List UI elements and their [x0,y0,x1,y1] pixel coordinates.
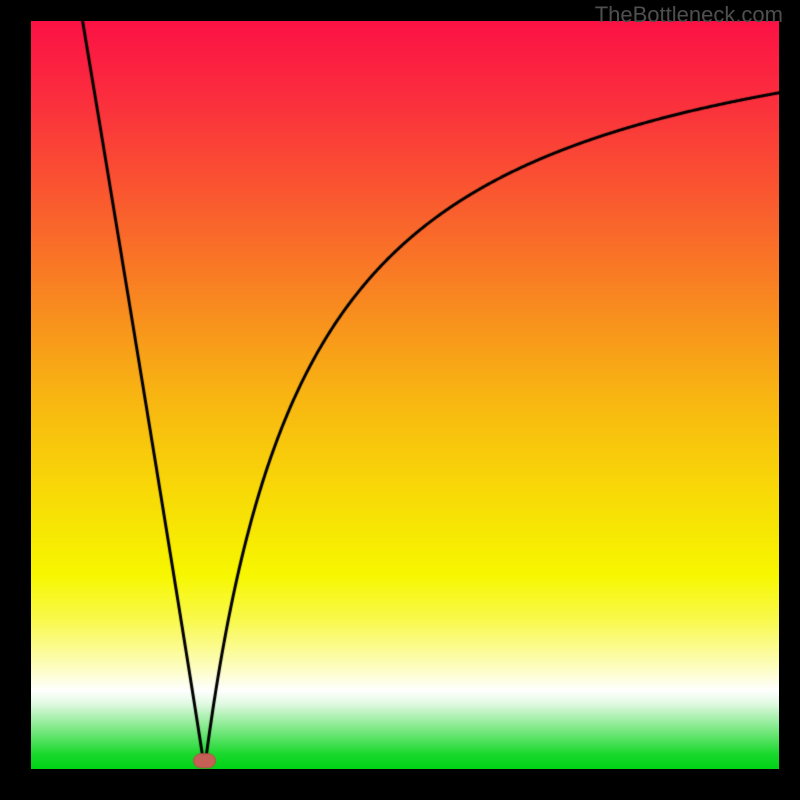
attribution-text: TheBottleneck.com [595,2,783,28]
chart-stage: TheBottleneck.com [0,0,800,800]
curve-overlay [31,21,779,769]
